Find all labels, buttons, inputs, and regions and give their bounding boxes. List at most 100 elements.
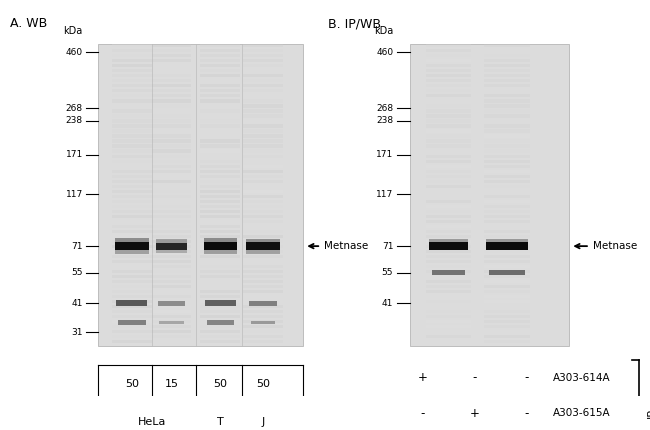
Bar (151, 255, 191, 258)
Bar (200, 160, 240, 163)
Text: 15: 15 (164, 379, 179, 389)
Bar (200, 200, 240, 203)
Bar (484, 304, 530, 307)
Bar (200, 190, 240, 193)
Bar (200, 150, 240, 153)
Bar (151, 245, 191, 248)
Bar (484, 135, 530, 138)
Bar (151, 104, 191, 108)
Text: 31: 31 (72, 328, 83, 337)
Bar (151, 249, 191, 252)
Bar (484, 264, 530, 267)
Bar (200, 240, 240, 243)
Bar (200, 249, 240, 252)
Text: 268: 268 (376, 104, 393, 113)
Bar (200, 154, 240, 157)
Bar (243, 80, 283, 83)
Bar (426, 275, 471, 278)
Bar (200, 74, 240, 77)
Bar (200, 234, 240, 237)
Bar (156, 240, 187, 243)
Bar (243, 129, 283, 132)
Bar (159, 321, 184, 324)
Bar (426, 315, 471, 318)
Bar (151, 304, 191, 307)
Text: 55: 55 (72, 268, 83, 277)
Bar (112, 64, 151, 68)
Bar (484, 99, 530, 102)
Bar (484, 224, 530, 227)
Bar (484, 70, 530, 73)
Bar (426, 264, 471, 267)
Bar (426, 245, 471, 248)
Bar (200, 194, 240, 197)
Bar (243, 165, 283, 168)
Text: 50: 50 (256, 379, 270, 389)
Bar (426, 280, 471, 283)
Bar (484, 110, 530, 113)
Text: +: + (469, 407, 480, 420)
Text: -: - (525, 371, 528, 384)
Bar (200, 95, 240, 98)
Bar (426, 230, 471, 233)
Bar (112, 270, 151, 273)
Bar (112, 240, 151, 243)
Bar (484, 125, 530, 128)
Bar (207, 320, 234, 325)
Text: 117: 117 (376, 190, 393, 199)
Bar (243, 125, 283, 128)
Bar (151, 319, 191, 322)
Bar (426, 200, 471, 203)
Bar (112, 59, 151, 62)
Bar (426, 224, 471, 227)
Bar (200, 335, 240, 338)
Text: 238: 238 (66, 116, 83, 125)
Bar (426, 70, 471, 73)
Bar (151, 310, 191, 313)
Bar (243, 280, 283, 283)
Bar (200, 224, 240, 227)
Bar (200, 300, 240, 303)
Bar (112, 289, 151, 292)
Bar (243, 315, 283, 318)
Bar (112, 160, 151, 163)
Text: -: - (525, 407, 528, 420)
Bar (484, 335, 530, 338)
Bar (200, 205, 240, 208)
Bar (426, 165, 471, 168)
Bar (486, 239, 528, 242)
Bar (205, 300, 235, 306)
Bar (243, 64, 283, 68)
Bar (243, 184, 283, 187)
Bar (426, 325, 471, 328)
Bar (200, 209, 240, 212)
Bar (426, 74, 471, 77)
Bar (484, 270, 530, 273)
Bar (112, 310, 151, 313)
Bar (158, 301, 185, 306)
Bar (112, 144, 151, 147)
Bar (484, 230, 530, 233)
Bar (243, 95, 283, 98)
Bar (484, 154, 530, 157)
Bar (426, 104, 471, 108)
Bar (151, 144, 191, 147)
Bar (112, 335, 151, 338)
Bar (243, 89, 283, 92)
Bar (151, 70, 191, 73)
Bar (151, 325, 191, 328)
Bar (151, 99, 191, 102)
Bar (484, 64, 530, 68)
Bar (112, 315, 151, 318)
Bar (426, 215, 471, 218)
Bar (426, 114, 471, 117)
Bar (426, 44, 471, 47)
Bar (251, 321, 276, 324)
Bar (200, 89, 240, 92)
Bar (426, 249, 471, 252)
Bar (203, 242, 237, 250)
Bar (426, 125, 471, 128)
Bar (484, 315, 530, 318)
Bar (484, 260, 530, 263)
Bar (243, 190, 283, 193)
